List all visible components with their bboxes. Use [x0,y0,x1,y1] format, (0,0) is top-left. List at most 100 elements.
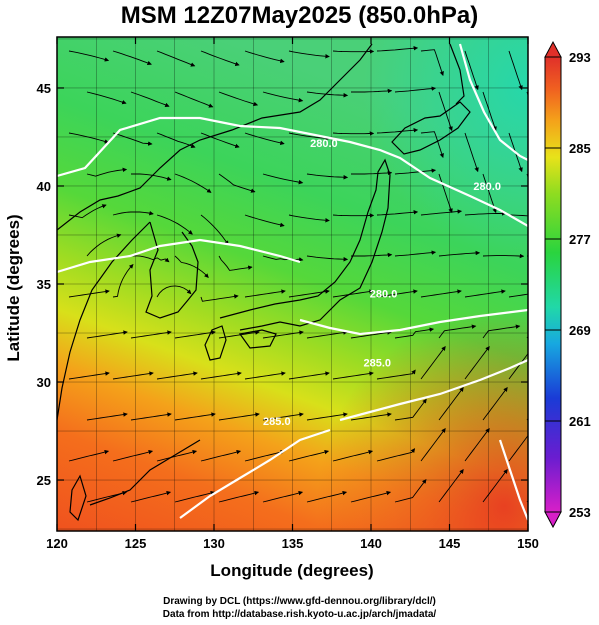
streamline [86,91,127,105]
coastline-sakhalin [449,43,465,105]
streamline [218,412,260,421]
streamline [218,173,256,193]
colorbar-label: 277 [569,232,591,247]
coastline-ryukyu [89,439,201,506]
coastline-mainland-east [57,43,373,231]
streamline [112,449,154,462]
streamline [262,330,304,339]
streamline [350,412,392,421]
isotherm-ne [458,43,528,161]
streamline [526,91,528,97]
streamline [156,132,196,148]
streamline [438,469,464,503]
contour-label: 280.0 [473,181,501,193]
streamline [332,449,374,462]
streamline [112,50,152,66]
streamline [351,170,393,176]
streamline [68,371,110,380]
streamline [420,289,462,298]
streamline [200,214,229,246]
streamline [482,91,497,132]
x-tick-label: 135 [282,536,304,551]
streamline [200,449,242,462]
streamline [508,214,528,217]
x-tick-label: 150 [517,536,539,551]
coastline-hokkaido [391,101,471,155]
streamline [156,214,193,235]
streamline [200,294,239,302]
streamline [218,255,253,271]
y-tick-label: 30 [37,375,51,390]
isotherm-280-north [57,116,528,227]
streamline [174,173,212,193]
streamline [376,209,419,216]
isotherms [57,43,528,521]
streamline [156,371,198,380]
colorbar-label: 261 [569,414,591,429]
contour-labels: 280.0 280.0 280.0 285.0 285.0 [263,138,501,428]
streamline [112,371,154,380]
streamline [306,255,349,262]
streamline [86,412,128,421]
streamline [438,387,464,421]
streamline [306,91,349,98]
streamline [244,132,285,146]
streamline [200,132,240,148]
streamline [68,132,110,144]
coastline-kyushu [204,325,227,361]
streamline [244,50,285,64]
streamline [112,263,134,298]
streamline [464,132,479,173]
map-title: MSM 12Z07May2025 (850.0hPa) [120,2,479,29]
streamline [130,490,172,503]
streamline [464,428,490,462]
streamline [130,173,172,181]
streamline [438,250,481,257]
streamline [262,255,304,262]
streamline [394,479,427,503]
streamline [288,371,330,380]
y-tick-label: 25 [37,473,51,488]
streamline [288,214,330,223]
streamline [306,490,348,503]
streamline [174,255,209,279]
x-tick-label: 120 [46,536,68,551]
isotherm-280-south [299,308,528,336]
streamline [332,289,374,298]
streamline [464,50,479,91]
streamline [200,371,242,380]
y-axis-ticks: 25 30 35 40 45 [37,81,528,488]
streamline [438,173,453,214]
streamline [482,253,525,259]
streamline [394,327,435,339]
streamline [112,210,154,216]
coastline-honshu [219,158,391,331]
colorbar-label: 293 [569,50,591,65]
x-tick-label: 145 [439,536,461,551]
streamline [130,91,170,107]
streamline [218,91,259,107]
streamline [244,371,286,380]
streamline [482,324,521,339]
isotherm-285-south [179,428,331,519]
streamline [130,255,170,263]
coastline-korea [145,221,199,319]
data-credit: Data from http://database.rish.kyoto-u.a… [162,609,437,620]
streamline [288,449,330,462]
colorbar-body [544,56,562,513]
streamline [244,449,286,462]
colorbar-label: 269 [569,323,591,338]
streamline [244,214,285,228]
streamline [420,428,446,462]
contour-label: 280.0 [370,289,398,301]
streamline [351,252,393,258]
wind-streamlines [68,45,528,503]
coastline-taiwan [69,474,87,522]
streamline [376,448,416,462]
streamline [262,412,304,421]
streamline [482,469,508,503]
streamline [332,131,375,136]
streamline [464,211,507,216]
streamline [262,173,304,185]
colorbar-label: 253 [569,505,591,520]
